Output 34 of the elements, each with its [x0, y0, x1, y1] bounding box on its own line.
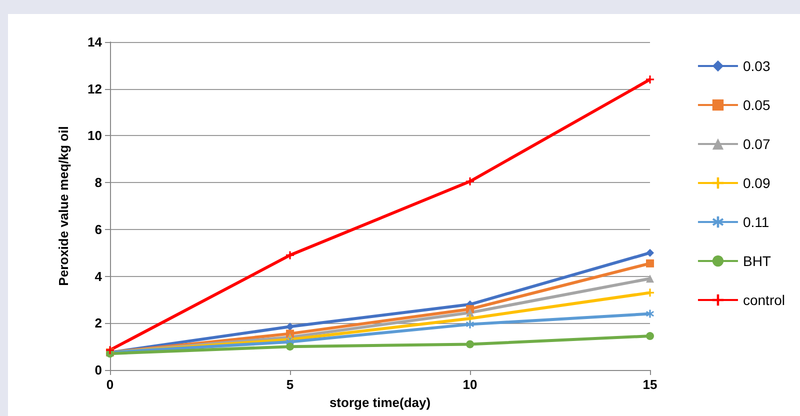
point: [646, 310, 654, 318]
point: [646, 248, 654, 257]
point: [466, 320, 474, 328]
y-axis-title: Peroxide value meq/kg oil: [56, 126, 71, 286]
y-tick-label: 10: [88, 128, 102, 144]
y-tick-label: 8: [94, 175, 102, 190]
point: [286, 322, 294, 331]
point: [466, 340, 474, 348]
legend-label: 0.09: [742, 175, 770, 191]
y-tick-label: 0: [94, 362, 102, 378]
legend-label: 0.11: [742, 214, 770, 230]
y-tick-label: 14: [88, 34, 103, 50]
legend-label: 0.05: [742, 97, 770, 113]
y-tick-label: 2: [94, 316, 102, 331]
point: [646, 75, 654, 84]
point: [646, 288, 654, 297]
y-tick-label: 6: [94, 222, 102, 237]
point: [286, 251, 294, 260]
x-tick-label: 15: [642, 377, 658, 392]
legend-label: control: [742, 292, 786, 308]
x-tick-label: 5: [286, 377, 294, 392]
y-tick-label: 4: [94, 268, 103, 284]
legend-label: 0.03: [742, 58, 770, 74]
x-tick-label: 0: [106, 377, 114, 392]
x-tick-label: 10: [462, 377, 478, 392]
point: [286, 342, 294, 351]
x-axis-title: storge time(day): [329, 394, 431, 410]
point: [466, 177, 474, 186]
point: [646, 332, 654, 340]
point: [646, 259, 654, 268]
legend-label: 0.07: [742, 136, 770, 152]
point: [646, 274, 654, 283]
y-tick-label: 12: [88, 81, 102, 96]
legend-label: BHT: [742, 253, 772, 269]
